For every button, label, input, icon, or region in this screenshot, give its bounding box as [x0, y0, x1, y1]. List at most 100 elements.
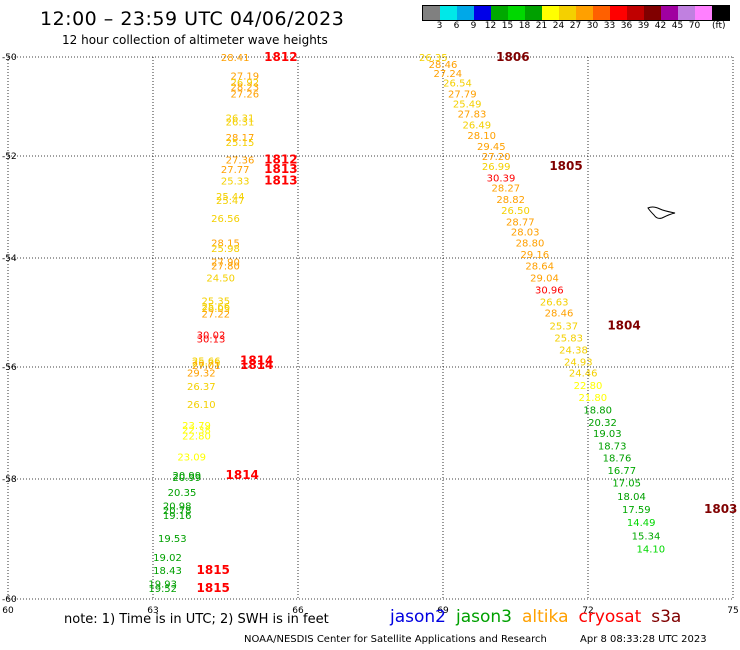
- wave-height-value: 19.93: [148, 579, 177, 590]
- wave-height-value: 28.77: [506, 217, 535, 228]
- legend-label: 70: [688, 21, 701, 31]
- legend-label: 39: [637, 21, 650, 31]
- lon-tick-label: 63: [147, 606, 158, 616]
- pass-number-label: 1806: [496, 50, 529, 64]
- wave-height-value: 28.27: [492, 184, 521, 195]
- mission-altika: altika: [522, 607, 569, 627]
- wave-height-value: 28.41: [221, 53, 250, 64]
- wave-height-value: 29.32: [187, 369, 216, 380]
- wave-height-value: 18.43: [153, 566, 182, 577]
- wave-height-value: 25.49: [453, 100, 482, 111]
- wave-height-value: 28.46: [545, 309, 574, 320]
- legend-label: 3: [436, 21, 443, 31]
- wave-height-value: 20.98: [163, 501, 192, 512]
- wave-height-value: 29.04: [530, 274, 559, 285]
- lat-tick-label: -58: [2, 475, 17, 485]
- wave-height-value: 24.38: [559, 346, 588, 357]
- wave-height-value: 26.31: [226, 113, 255, 124]
- legend-unit: (ft): [712, 21, 726, 31]
- legend-label: 6: [453, 21, 460, 31]
- legend-swatch: [627, 6, 644, 20]
- legend-label: 45: [671, 21, 684, 31]
- wave-height-value: 25.66: [192, 356, 221, 367]
- wave-height-value: 20.35: [168, 488, 197, 499]
- wave-height-value: 26.10: [187, 400, 216, 411]
- wave-height-value: 14.10: [637, 545, 666, 556]
- lon-tick-label: 75: [727, 606, 738, 616]
- wave-height-value: 27.22: [202, 310, 231, 321]
- lat-lon-grid: [7, 56, 734, 600]
- wave-height-value: 27.79: [448, 90, 477, 101]
- pass-number-label: 1812: [264, 50, 297, 64]
- pass-number-label: 1803: [704, 502, 737, 516]
- axis-ticks: 60 63 66 69 72 75 -50 -52 -54 -56 -58 -60: [2, 53, 739, 616]
- legend-label: 33: [603, 21, 616, 31]
- wave-height-value: 26.31: [226, 117, 255, 128]
- lon-tick-label: 72: [582, 606, 593, 616]
- wave-height-value: 15.34: [632, 531, 661, 542]
- pass-number-label: 1814: [240, 358, 273, 372]
- legend-label: 36: [620, 21, 633, 31]
- wave-height-value: 25.98: [211, 244, 240, 255]
- legend-swatch: [542, 6, 559, 20]
- pass-number-label: 1813: [264, 162, 297, 176]
- wave-height-value: 27.26: [231, 90, 260, 101]
- wave-height-value: 27.80: [211, 262, 240, 273]
- legend-label: 21: [535, 21, 548, 31]
- lat-tick-label: -52: [2, 152, 17, 162]
- wave-height-value: 27.01: [192, 361, 221, 372]
- legend-label: 9: [470, 21, 477, 31]
- wave-height-value: 23.79: [182, 421, 211, 432]
- wave-height-value: 27.77: [221, 165, 250, 176]
- legend-label: 18: [518, 21, 531, 31]
- wave-height-value: 19.53: [158, 534, 187, 545]
- wave-height-value: 24.93: [564, 358, 593, 369]
- pass-number-label: 1815: [197, 581, 230, 595]
- lat-tick-label: -50: [2, 53, 17, 63]
- legend-label: 12: [484, 21, 497, 31]
- wave-height-value: 25.33: [221, 176, 250, 187]
- wave-height-value: 20.78: [163, 506, 192, 517]
- wave-height-value: 27.90: [211, 257, 240, 268]
- wave-height-value: 25.15: [226, 138, 255, 149]
- mission-s3a: s3a: [651, 607, 682, 627]
- wave-height-value: 19.52: [148, 584, 177, 595]
- lon-tick-label: 60: [2, 606, 14, 616]
- lon-tick-label: 66: [292, 606, 304, 616]
- wave-height-value: 18.73: [598, 441, 627, 452]
- legend-swatch: [593, 6, 610, 20]
- wave-height-value: 25.47: [216, 196, 245, 207]
- wave-height-value: 26.75: [192, 359, 221, 370]
- pass-labels: 1812 180618121813181318051814181418041814…: [197, 50, 738, 595]
- wave-height-value: 30.39: [487, 173, 516, 184]
- legend-swatch: [644, 6, 661, 20]
- wave-height-value: 29.45: [477, 142, 506, 153]
- legend-swatch: [678, 6, 695, 20]
- legend-label: 15: [501, 21, 514, 31]
- wave-height-value: 27.36: [226, 156, 255, 167]
- lat-tick-label: -60: [2, 595, 17, 605]
- wave-height-value: 26.56: [211, 214, 240, 225]
- footer-credit: NOAA/NESDIS Center for Satellite Applica…: [244, 634, 547, 645]
- wave-height-value: 25.83: [554, 334, 583, 345]
- wave-height-value: 22.38: [182, 426, 211, 437]
- wave-height-value: 26.35: [419, 53, 448, 64]
- legend-label: 30: [586, 21, 599, 31]
- map-title: 12:00 – 23:59 UTC 04/06/2023: [40, 8, 345, 30]
- note-text: note: 1) Time is in UTC; 2) SWH is in fe…: [64, 612, 329, 627]
- wave-height-value: 28.82: [496, 195, 525, 206]
- wave-height-value: 26.63: [540, 298, 569, 309]
- map-subtitle: 12 hour collection of altimeter wave hei…: [62, 33, 328, 47]
- wave-height-value: 30.02: [197, 330, 226, 341]
- pass-number-label: 1814: [226, 468, 259, 482]
- mission-cryosat: cryosat: [578, 607, 642, 627]
- wave-height-value: 26.54: [443, 79, 472, 90]
- wave-height-value: 21.80: [579, 393, 608, 404]
- wave-height-value: 20.32: [588, 418, 617, 429]
- wave-height-value: 20.99: [173, 471, 202, 482]
- pass-number-label: 1813: [264, 173, 297, 187]
- footer-timestamp: Apr 8 08:33:28 UTC 2023: [580, 634, 707, 645]
- legend-swatch: [525, 6, 542, 20]
- wave-height-value: 28.15: [211, 239, 240, 250]
